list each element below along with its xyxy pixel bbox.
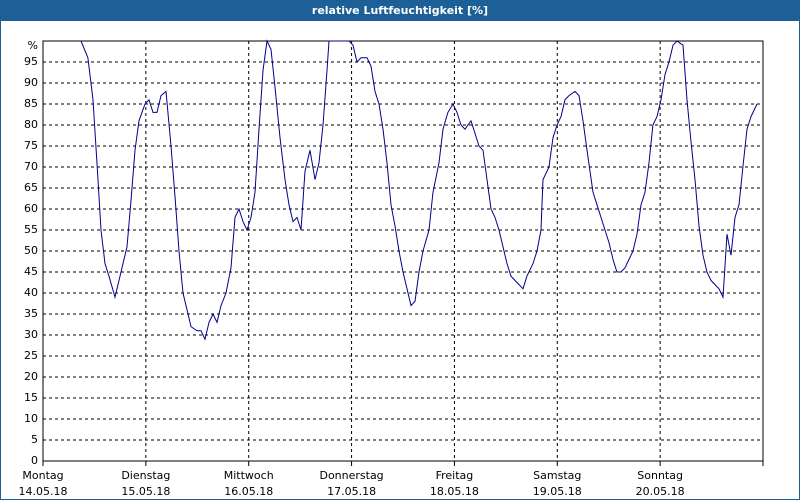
x-tick-label: Sonntag <box>637 469 683 482</box>
chart-title: relative Luftfeuchtigkeit [%] <box>311 4 489 17</box>
y-tick-label: 50 <box>24 244 38 257</box>
y-tick-label: 85 <box>24 97 38 110</box>
x-tick-label: Samstag <box>533 469 581 482</box>
y-tick-label: 65 <box>24 181 38 194</box>
y-tick-label: 90 <box>24 76 38 89</box>
x-tick-date: 17.05.18 <box>327 485 376 498</box>
x-tick-date: 18.05.18 <box>430 485 479 498</box>
y-tick-label: 45 <box>24 265 38 278</box>
x-tick-label: Dienstag <box>121 469 170 482</box>
x-tick-label: Freitag <box>436 469 474 482</box>
y-tick-label: 25 <box>24 349 38 362</box>
x-tick-date: 19.05.18 <box>533 485 582 498</box>
y-tick-label: 35 <box>24 307 38 320</box>
y-tick-label: 75 <box>24 139 38 152</box>
x-tick-date: 20.05.18 <box>636 485 685 498</box>
chart: 0 5 10 15 20 25 30 35 40 45 50 55 60 65 70 75 80 85 90 95% M… <box>19 39 764 498</box>
y-tick-label: 95 <box>24 55 38 68</box>
x-tick-date: 14.05.18 <box>19 485 68 498</box>
y-tick-label: 40 <box>24 286 38 299</box>
x-tick-date: 15.05.18 <box>121 485 170 498</box>
x-tick-date: 16.05.18 <box>224 485 273 498</box>
title-bar: relative Luftfeuchtigkeit [%] <box>1 1 799 21</box>
y-tick-label: 60 <box>24 202 38 215</box>
y-tick-label: 70 <box>24 160 38 173</box>
plot-frame <box>42 40 764 462</box>
x-tick-label: Montag <box>22 469 63 482</box>
y-tick-label: 30 <box>24 328 38 341</box>
y-tick-label: 15 <box>24 391 38 404</box>
y-tick-label: 0 <box>31 454 38 467</box>
y-tick-label: 5 <box>31 433 38 446</box>
x-tick-label: Donnerstag <box>319 469 383 482</box>
x-tick-label: Mittwoch <box>224 469 274 482</box>
y-tick-label: 10 <box>24 412 38 425</box>
y-tick-label: 20 <box>24 370 38 383</box>
y-tick-label: 80 <box>24 118 38 131</box>
y-tick-label: % <box>28 39 38 52</box>
humidity-line <box>80 39 758 341</box>
y-tick-label: 55 <box>24 223 38 236</box>
